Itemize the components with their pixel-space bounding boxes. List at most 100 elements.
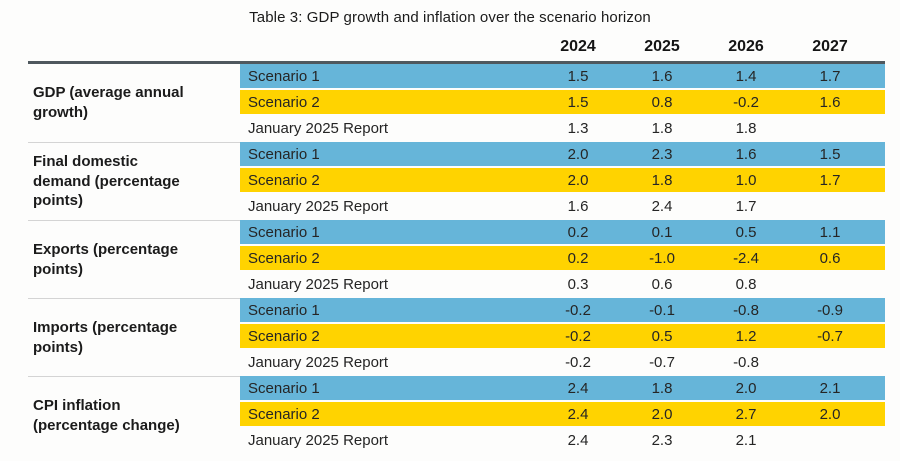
row-filler <box>872 272 885 298</box>
table-row-report: January 2025 Report 1.6 2.4 1.7 <box>28 194 885 220</box>
table-row-report: January 2025 Report 0.3 0.6 0.8 <box>28 272 885 298</box>
row-filler <box>872 220 885 246</box>
value-cell: -0.8 <box>704 350 788 376</box>
value-cell: -0.2 <box>536 324 620 350</box>
value-cell: -0.7 <box>620 350 704 376</box>
value-cell: -0.8 <box>704 298 788 324</box>
value-cell: 2.3 <box>620 428 704 454</box>
row-label: Scenario 2 <box>240 402 536 428</box>
row-label: Scenario 1 <box>240 298 536 324</box>
value-cell: 1.2 <box>704 324 788 350</box>
value-cell: 2.4 <box>536 428 620 454</box>
value-cell: -0.9 <box>788 298 872 324</box>
table-row-scenario2: Scenario 2 -0.2 0.5 1.2 -0.7 <box>28 324 885 350</box>
value-cell: 0.8 <box>620 90 704 116</box>
value-cell: 0.6 <box>788 246 872 272</box>
row-label: January 2025 Report <box>240 272 536 298</box>
value-cell: 0.5 <box>620 324 704 350</box>
value-cell: 2.3 <box>620 142 704 168</box>
row-group-label-exports: Exports (percentage points) <box>28 220 240 298</box>
table-row-report: January 2025 Report -0.2 -0.7 -0.8 <box>28 350 885 376</box>
value-cell: 2.0 <box>620 402 704 428</box>
row-label: January 2025 Report <box>240 116 536 142</box>
row-label: Scenario 1 <box>240 64 536 90</box>
row-filler <box>872 324 885 350</box>
row-group-label-gdp: GDP (average annual growth) <box>33 84 184 121</box>
value-cell: -2.4 <box>704 246 788 272</box>
row-filler <box>872 64 885 90</box>
row-label: Scenario 2 <box>240 168 536 194</box>
value-cell: 1.6 <box>788 90 872 116</box>
value-cell: 1.5 <box>788 142 872 168</box>
row-label: Scenario 2 <box>240 324 536 350</box>
value-cell: -0.1 <box>620 298 704 324</box>
column-header-2024: 2024 <box>536 33 620 64</box>
row-filler <box>872 142 885 168</box>
row-filler <box>872 168 885 194</box>
scenario-table: 2024 2025 2026 2027 GDP (average annual … <box>28 33 885 454</box>
value-cell: 1.8 <box>620 168 704 194</box>
value-cell: 1.8 <box>620 376 704 402</box>
table-row-scenario2: Scenario 2 0.2 -1.0 -2.4 0.6 <box>28 246 885 272</box>
table-row-scenario2: Scenario 2 2.4 2.0 2.7 2.0 <box>28 402 885 428</box>
value-cell: -0.2 <box>536 298 620 324</box>
value-cell: 2.4 <box>620 194 704 220</box>
table-row-scenario1: Imports (percentage points) Scenario 1 -… <box>28 298 885 356</box>
table-row-scenario1: Exports (percentage points) Scenario 1 0… <box>28 220 885 278</box>
value-cell: 2.1 <box>704 428 788 454</box>
value-cell: -0.7 <box>788 324 872 350</box>
row-label: Scenario 2 <box>240 90 536 116</box>
value-cell: 1.5 <box>536 64 620 90</box>
header-spacer <box>28 33 240 64</box>
row-group-label-cpi-inflation: CPI inflation (percentage change) <box>28 376 240 454</box>
value-cell: 1.6 <box>620 64 704 90</box>
value-cell: -0.2 <box>704 90 788 116</box>
row-label: Scenario 1 <box>240 142 536 168</box>
row-filler <box>872 194 885 220</box>
value-cell: 2.7 <box>704 402 788 428</box>
row-group-label-final-domestic-demand: Final domestic demand (percentage points… <box>28 142 240 220</box>
value-cell: 0.2 <box>536 246 620 272</box>
value-cell <box>788 350 872 376</box>
value-cell: 1.3 <box>536 116 620 142</box>
value-cell: 0.8 <box>704 272 788 298</box>
value-cell: 2.1 <box>788 376 872 402</box>
value-cell <box>788 428 872 454</box>
row-label: Scenario 2 <box>240 246 536 272</box>
row-filler <box>872 298 885 324</box>
table-row-scenario1: CPI inflation (percentage change) Scenar… <box>28 376 885 434</box>
value-cell: 1.8 <box>704 116 788 142</box>
table-row-scenario1: Final domestic demand (percentage points… <box>28 142 885 209</box>
value-cell: 1.6 <box>704 142 788 168</box>
value-cell: -1.0 <box>620 246 704 272</box>
column-header-2025: 2025 <box>620 33 704 64</box>
table-row-scenario2: Scenario 2 1.5 0.8 -0.2 1.6 <box>28 90 885 116</box>
value-cell <box>788 116 872 142</box>
row-label: January 2025 Report <box>240 350 536 376</box>
value-cell: 2.4 <box>536 376 620 402</box>
row-filler <box>872 90 885 116</box>
value-cell: 1.0 <box>704 168 788 194</box>
row-filler <box>872 376 885 402</box>
value-cell: 1.1 <box>788 220 872 246</box>
value-cell: 0.1 <box>620 220 704 246</box>
row-filler <box>872 428 885 454</box>
value-cell <box>788 194 872 220</box>
column-header-2026: 2026 <box>704 33 788 64</box>
table-row-scenario2: Scenario 2 2.0 1.8 1.0 1.7 <box>28 168 885 194</box>
column-header-row: 2024 2025 2026 2027 <box>28 33 885 64</box>
table-title: Table 3: GDP growth and inflation over t… <box>249 9 651 26</box>
column-header-2027: 2027 <box>788 33 872 64</box>
value-cell: -0.2 <box>536 350 620 376</box>
value-cell: 2.0 <box>536 168 620 194</box>
value-cell: 0.6 <box>620 272 704 298</box>
row-filler <box>872 402 885 428</box>
value-cell <box>788 272 872 298</box>
table-row-scenario1: GDP (average annual growth) Scenario 1 1… <box>28 64 885 121</box>
header-spacer <box>872 33 885 64</box>
row-label: January 2025 Report <box>240 428 536 454</box>
row-label: Scenario 1 <box>240 376 536 402</box>
value-cell: 1.7 <box>788 168 872 194</box>
value-cell: 1.6 <box>536 194 620 220</box>
